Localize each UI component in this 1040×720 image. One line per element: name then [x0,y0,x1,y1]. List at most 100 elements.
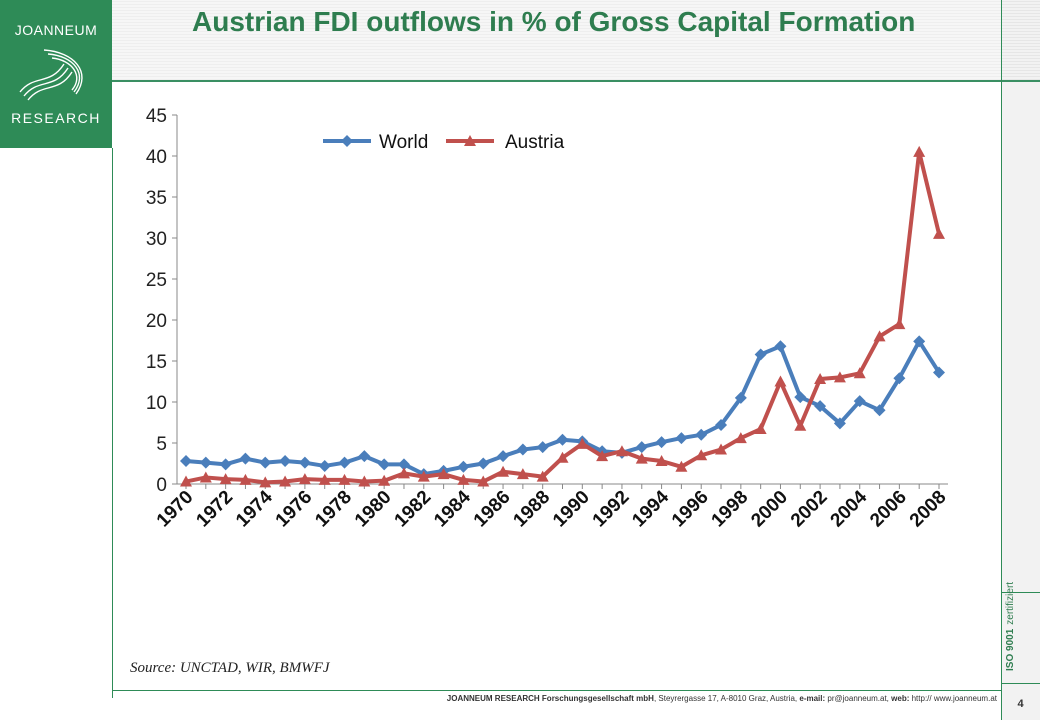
x-tick-label: 1972 [192,487,237,532]
data-point-austria [338,473,351,485]
data-point-world [298,456,311,469]
data-point-world [219,458,232,471]
data-point-austria [814,373,827,385]
data-point-austria [734,432,747,444]
x-tick-label: 1974 [232,486,277,531]
data-point-austria [933,227,945,239]
x-tick-label: 1992 [589,487,634,532]
data-point-world [279,455,292,468]
x-tick-label: 2000 [747,487,792,532]
data-point-world [814,400,827,413]
data-point-world [239,452,252,465]
iso-certification-box: ISO 9001 zertifiziert [1001,582,1040,684]
data-point-world [516,443,529,456]
data-point-austria [298,473,311,485]
x-tick-label: 1980 [351,487,396,532]
fdi-line-chart: 0510152025303540451970197219741976197819… [146,106,951,532]
logo-text-bottom: RESEARCH [11,110,101,126]
x-tick-label: 2004 [827,486,872,531]
y-tick-label: 45 [146,106,167,127]
x-tick-label: 2006 [866,487,911,532]
footer-company: JOANNEUM RESEARCH Forschungsgesellschaft… [446,694,654,703]
y-tick-label: 15 [146,352,167,373]
data-point-austria [437,468,450,480]
y-tick-label: 40 [146,147,167,168]
data-point-world [556,433,569,446]
data-point-austria [378,474,391,486]
data-point-world [715,418,728,431]
data-point-austria [715,443,728,455]
x-tick-label: 1994 [628,486,673,531]
data-point-world [378,458,391,471]
x-tick-label: 1984 [430,486,475,531]
x-tick-label: 2008 [906,487,951,532]
data-point-world [477,457,490,470]
x-tick-label: 1996 [668,487,713,532]
y-tick-label: 5 [156,434,167,455]
slide-title: Austrian FDI outflows in % of Gross Capi… [192,6,916,37]
data-point-austria [318,473,331,485]
data-point-austria [497,465,510,477]
data-point-austria [913,145,926,157]
data-point-austria [259,476,272,488]
data-point-austria [239,473,252,485]
data-point-world [675,432,688,445]
footer-web-label: web: [891,694,910,703]
data-point-austria [833,371,846,383]
y-tick-label: 30 [146,229,167,250]
data-point-world [833,417,846,430]
title-band: Austrian FDI outflows in % of Gross Capi… [112,0,1001,82]
data-point-world [734,391,747,404]
data-point-world [913,335,926,348]
data-point-world [338,456,351,469]
legend-label-world: World [379,132,428,153]
legend-label-austria: Austria [505,132,565,153]
data-point-austria [417,470,430,482]
footer-address: , Steyrergasse 17, A-8010 Graz, Austria, [653,694,798,703]
x-tick-label: 1986 [470,487,515,532]
right-sidebar-header [1002,0,1040,82]
page-number: 4 [1017,698,1024,710]
data-point-austria [754,423,767,435]
x-tick-label: 1982 [391,487,436,532]
data-point-austria [397,467,410,479]
legend-marker-austria [464,135,476,146]
data-point-austria [675,460,688,472]
data-point-austria [358,475,371,487]
footer-web[interactable]: http:// www.joanneum.at [911,694,997,703]
data-point-world [199,456,212,469]
footer-email-label: e-mail: [799,694,826,703]
data-point-world [794,391,807,404]
data-point-austria [199,471,212,483]
data-point-world [358,450,371,463]
y-tick-label: 10 [146,393,167,414]
data-point-austria [853,367,866,379]
legend-marker-world [341,135,353,147]
footer-email[interactable]: pr@joanneum.at, [827,694,889,703]
x-tick-label: 1998 [708,487,753,532]
x-tick-label: 1990 [549,487,594,532]
data-point-austria [516,468,529,480]
data-point-world [635,441,648,454]
data-point-austria [655,455,668,467]
data-point-austria [536,470,549,482]
y-tick-label: 25 [146,270,167,291]
data-point-austria [180,475,192,487]
left-divider [112,148,113,698]
data-point-austria [457,473,470,485]
iso-certification-label: ISO 9001 zertifiziert [1005,582,1016,671]
data-point-world [497,450,510,463]
x-tick-label: 2002 [787,487,832,532]
logo-wave-icon [19,49,83,101]
joanneum-logo: JOANNEUM RESEARCH [0,0,112,148]
y-tick-label: 0 [156,475,167,496]
data-point-world [457,460,470,473]
data-point-austria [794,419,807,431]
logo-text-top: JOANNEUM [14,22,98,38]
data-point-austria [695,449,708,461]
data-point-austria [477,475,490,487]
data-point-austria [279,475,292,487]
footer: JOANNEUM RESEARCH Forschungsgesellschaft… [112,694,997,703]
data-point-austria [596,450,609,462]
y-tick-label: 20 [146,311,167,332]
